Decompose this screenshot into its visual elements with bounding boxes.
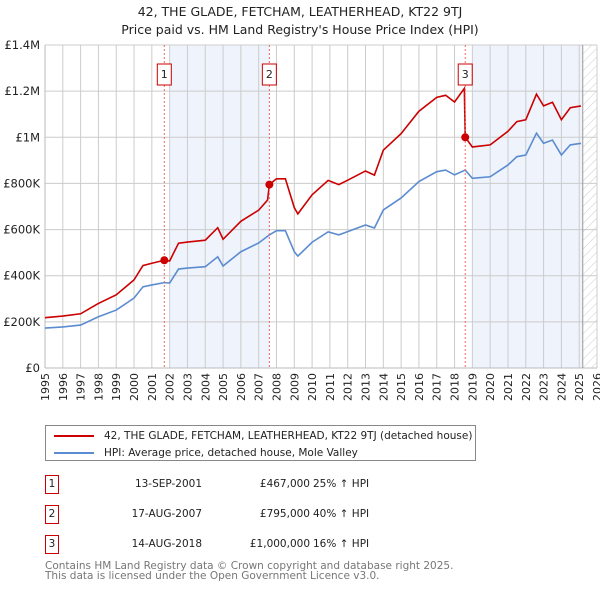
- sale-point: [461, 133, 470, 142]
- sale-label-box: [261, 63, 277, 86]
- legend-label: HPI: Average price, detached house, Mole…: [104, 447, 358, 459]
- hpi-line: [44, 131, 582, 329]
- forecast-hatch: [582, 45, 597, 368]
- x-tick-label: 2025: [573, 373, 586, 401]
- x-tick-label: 2021: [502, 373, 515, 401]
- y-tick-label: £1.2M: [4, 84, 40, 98]
- transaction-hpi-change: 16% ↑ HPI: [313, 538, 370, 550]
- x-tick-label: 2020: [484, 373, 497, 401]
- x-tick-label: 2024: [555, 373, 568, 401]
- x-tick-label: 1995: [39, 373, 52, 401]
- y-tick-label: £0: [25, 361, 40, 375]
- x-tick-label: 1999: [110, 373, 123, 401]
- x-tick-label: 2010: [306, 373, 319, 401]
- transaction-row: 3 14-AUG-2018 £1,000,000 16% ↑ HPI: [45, 535, 465, 555]
- shaded-period: [169, 45, 270, 368]
- price-chart: 1995 1996 1997 1998 1999 2000 2001 2002 2003 2004…: [3, 38, 600, 401]
- y-tick-label: £1M: [15, 130, 40, 144]
- transaction-hpi-change: 40% ↑ HPI: [313, 508, 370, 520]
- y-tick-label: £800K: [3, 176, 40, 190]
- transaction-number: 1: [45, 475, 59, 494]
- x-tick-label: 2011: [324, 373, 337, 401]
- x-tick-label: 2004: [199, 373, 212, 401]
- x-tick-label: 2016: [413, 373, 426, 401]
- x-tick-label: 1997: [75, 373, 88, 401]
- sale-label: 3: [462, 68, 469, 81]
- y-tick-label: £1.4M: [4, 38, 40, 52]
- x-tick-label: 2018: [449, 373, 462, 401]
- transaction-price: £1,000,000: [249, 538, 310, 550]
- footer-copyright: Contains HM Land Registry data © Crown c…: [45, 560, 454, 572]
- sale-label: 1: [161, 68, 168, 81]
- x-tick-label: 2019: [466, 373, 479, 401]
- x-tick-label: 2015: [395, 373, 408, 401]
- x-tick-label: 2023: [538, 373, 551, 401]
- transaction-date: 14-AUG-2018: [131, 538, 202, 550]
- transaction-row: 1 13-SEP-2001 £467,000 25% ↑ HPI: [45, 475, 465, 495]
- x-tick-label: 1996: [57, 373, 70, 401]
- transaction-row: 2 17-AUG-2007 £795,000 40% ↑ HPI: [45, 505, 465, 525]
- shaded-period: [472, 45, 583, 368]
- x-tick-label: 2014: [377, 373, 390, 401]
- y-tick-label: £600K: [3, 223, 40, 237]
- y-tick-label: £400K: [3, 269, 40, 283]
- y-tick-label: £200K: [3, 315, 40, 329]
- x-tick-label: 2026: [591, 373, 600, 401]
- x-tick-label: 2000: [128, 373, 141, 401]
- transaction-number: 3: [45, 535, 59, 554]
- x-tick-label: 2009: [288, 373, 301, 401]
- sale-label-box: [457, 63, 473, 86]
- footer-licence: This data is licensed under the Open Gov…: [45, 570, 380, 582]
- x-tick-label: 2002: [164, 373, 177, 401]
- legend-item-hpi: HPI: Average price, detached house, Mole…: [54, 445, 358, 461]
- x-tick-label: 2012: [342, 373, 355, 401]
- x-tick-label: 2008: [270, 373, 283, 401]
- sale-label: 2: [266, 68, 273, 81]
- sale-point: [160, 256, 169, 265]
- x-tick-label: 2005: [217, 373, 230, 401]
- legend-label: 42, THE GLADE, FETCHAM, LEATHERHEAD, KT2…: [104, 430, 473, 442]
- sale-point: [265, 180, 274, 189]
- transaction-number: 2: [45, 505, 59, 524]
- legend-swatch-red: [54, 435, 94, 437]
- transaction-hpi-change: 25% ↑ HPI: [313, 478, 370, 490]
- x-tick-label: 1998: [92, 373, 105, 401]
- x-tick-label: 2003: [181, 373, 194, 401]
- transaction-date: 17-AUG-2007: [131, 508, 202, 520]
- x-tick-label: 2013: [360, 373, 373, 401]
- legend-swatch-blue: [54, 452, 94, 454]
- transaction-price: £467,000: [259, 478, 310, 490]
- x-tick-label: 2017: [431, 373, 444, 401]
- x-tick-label: 2001: [146, 373, 159, 401]
- transaction-date: 13-SEP-2001: [134, 478, 202, 490]
- x-tick-label: 2022: [520, 373, 533, 401]
- chart-subtitle: Price paid vs. HM Land Registry's House …: [121, 22, 479, 37]
- chart-legend: 42, THE GLADE, FETCHAM, LEATHERHEAD, KT2…: [45, 425, 476, 461]
- sale-label-box: [156, 63, 172, 86]
- x-tick-label: 2006: [235, 373, 248, 401]
- legend-item-property: 42, THE GLADE, FETCHAM, LEATHERHEAD, KT2…: [54, 428, 472, 444]
- x-tick-label: 2007: [253, 373, 266, 401]
- transaction-price: £795,000: [259, 508, 310, 520]
- chart-title: 42, THE GLADE, FETCHAM, LEATHERHEAD, KT2…: [137, 4, 463, 19]
